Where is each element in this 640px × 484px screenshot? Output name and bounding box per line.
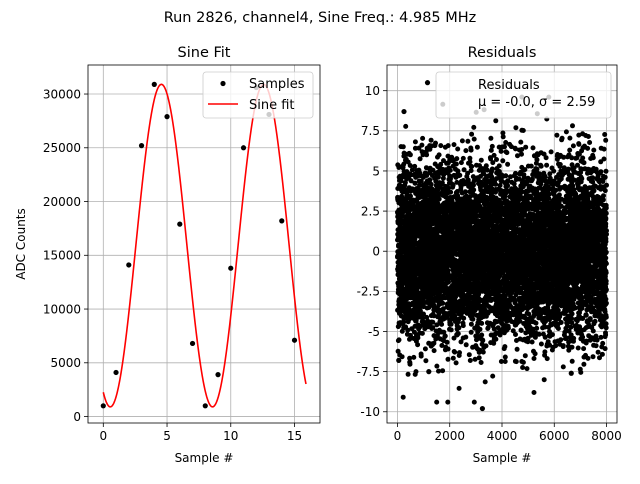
- sine-fit-ytick-label: 20000: [43, 195, 81, 209]
- residuals-legend-box: [435, 71, 612, 119]
- sine-fit-legend: Samples Sine fit: [202, 71, 314, 119]
- sine-fit-ytick-label: 25000: [43, 141, 81, 155]
- legend-samples-marker: [220, 80, 226, 87]
- sine-fit-ylabel: ADC Counts: [14, 208, 28, 280]
- sine-fit-grid: [88, 65, 320, 423]
- sine-fit-xlabel: Sample #: [175, 451, 234, 465]
- sine-fit-ytick-label: 0: [73, 410, 81, 424]
- residuals-ytick-label: -7.5: [357, 365, 380, 379]
- sine-fit-ticks: 0 5 10 15 0 5000 10000 15000 20000 25000 30000: [43, 87, 302, 443]
- figure-suptitle: Run 2826, channel4, Sine Freq.: 4.985 MH…: [164, 10, 477, 26]
- sine-fit-legend-box: [202, 71, 314, 119]
- residual-point: [424, 80, 431, 86]
- sine-fit-ytick-label: 5000: [50, 356, 81, 370]
- residuals-xtick-label: 4000: [487, 429, 518, 443]
- residuals-ytick-label: 0: [372, 245, 380, 259]
- residual-point: [396, 357, 402, 363]
- sine-fit-xtick-label: 0: [99, 429, 107, 443]
- residuals-ytick-label: 5: [372, 164, 380, 178]
- residuals-ytick-label: -2.5: [357, 285, 380, 299]
- residuals-title: Residuals: [468, 45, 537, 61]
- sample-point: [126, 262, 132, 268]
- residuals-xtick-label: 2000: [434, 429, 465, 443]
- sample-point: [113, 369, 119, 376]
- sine-fit-xtick-label: 15: [287, 429, 302, 443]
- sine-fit-xtick-label: 5: [163, 429, 171, 443]
- legend-residuals-stats: μ = -0.0, σ = 2.59: [478, 95, 595, 110]
- sample-point: [164, 114, 170, 120]
- sample-point: [189, 340, 196, 347]
- sample-point: [202, 403, 208, 409]
- residuals-ytick-label: 10: [365, 84, 380, 98]
- residual-points: [395, 80, 609, 412]
- legend-samples-label: Samples: [249, 77, 305, 92]
- residuals-ticks: 0 2000 4000 6000 8000 -10 -7.5 -5 -2.5 0 2.5 5 7.5 10: [357, 84, 622, 443]
- sample-point: [279, 218, 285, 224]
- residual-point: [479, 405, 485, 412]
- sample-point: [228, 265, 234, 271]
- sine-fit-panel: Sine Fit 0 5 10 15 0 5000 10000 15000 20000 25000…: [14, 45, 321, 465]
- residuals-ytick-label: 7.5: [361, 124, 380, 138]
- sample-point: [215, 372, 221, 378]
- residuals-ytick-label: -5: [368, 325, 380, 339]
- sample-point: [240, 145, 247, 151]
- sine-fit-ytick-label: 30000: [43, 87, 81, 101]
- sine-fit-ytick-label: 15000: [43, 249, 81, 263]
- sample-point: [177, 221, 183, 227]
- sine-fit-ytick-label: 10000: [43, 302, 81, 316]
- residual-point: [426, 369, 432, 375]
- sine-fit-xtick-label: 10: [223, 429, 238, 443]
- sample-point: [100, 403, 106, 409]
- residuals-ytick-label: 2.5: [361, 204, 380, 218]
- legend-residuals-label: Residuals: [478, 78, 540, 93]
- sample-point: [138, 143, 145, 149]
- residual-point: [401, 108, 407, 115]
- sine-fit-title: Sine Fit: [178, 45, 231, 61]
- residuals-legend: Residuals μ = -0.0, σ = 2.59: [435, 71, 612, 119]
- residuals-xtick-label: 8000: [591, 429, 622, 443]
- sine-fit-axes-frame: [87, 64, 321, 424]
- sample-point: [291, 337, 298, 343]
- residuals-xtick-label: 6000: [539, 429, 570, 443]
- legend-sine-fit-label: Sine fit: [249, 98, 295, 113]
- residuals-xlabel: Sample #: [473, 451, 532, 465]
- residual-point: [568, 370, 574, 376]
- residuals-panel: Residuals 0 2000 4000 6000 8000 -10 -7.5 -5 -2.5…: [357, 45, 622, 465]
- residual-point-cloud: [395, 94, 609, 405]
- residuals-ytick-label: -10: [360, 405, 380, 419]
- sample-point: [151, 81, 157, 87]
- residuals-xtick-label: 0: [394, 429, 402, 443]
